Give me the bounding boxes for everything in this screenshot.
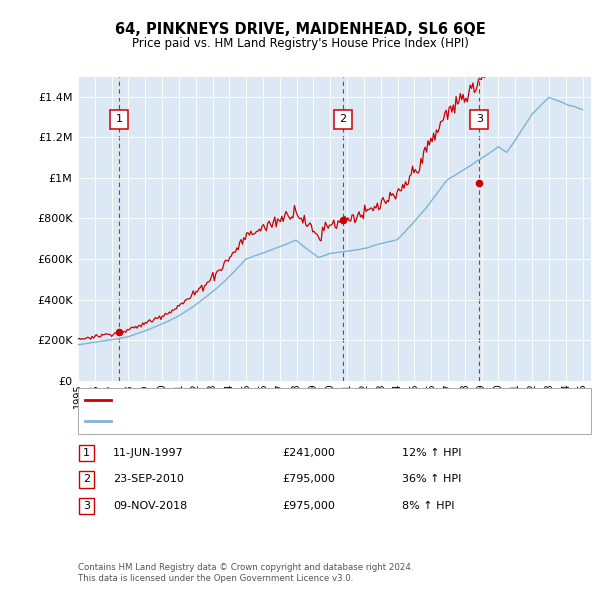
Text: 12% ↑ HPI: 12% ↑ HPI (402, 448, 461, 458)
Text: 09-NOV-2018: 09-NOV-2018 (113, 501, 187, 511)
Text: HPI: Average price, detached house, Windsor and Maidenhead: HPI: Average price, detached house, Wind… (115, 417, 457, 427)
Text: 64, PINKNEYS DRIVE, MAIDENHEAD, SL6 6QE: 64, PINKNEYS DRIVE, MAIDENHEAD, SL6 6QE (115, 22, 485, 37)
Text: 2: 2 (339, 114, 346, 124)
Text: £241,000: £241,000 (282, 448, 335, 458)
Text: 36% ↑ HPI: 36% ↑ HPI (402, 474, 461, 484)
Text: 11-JUN-1997: 11-JUN-1997 (113, 448, 184, 458)
Text: 8% ↑ HPI: 8% ↑ HPI (402, 501, 455, 511)
Text: 23-SEP-2010: 23-SEP-2010 (113, 474, 184, 484)
Text: 3: 3 (476, 114, 483, 124)
Text: 1: 1 (116, 114, 122, 124)
Text: Price paid vs. HM Land Registry's House Price Index (HPI): Price paid vs. HM Land Registry's House … (131, 37, 469, 50)
Text: 1: 1 (83, 448, 90, 458)
Text: Contains HM Land Registry data © Crown copyright and database right 2024.: Contains HM Land Registry data © Crown c… (78, 563, 413, 572)
Text: This data is licensed under the Open Government Licence v3.0.: This data is licensed under the Open Gov… (78, 574, 353, 583)
Text: 3: 3 (83, 501, 90, 511)
Text: 2: 2 (83, 474, 90, 484)
Text: 64, PINKNEYS DRIVE, MAIDENHEAD, SL6 6QE (detached house): 64, PINKNEYS DRIVE, MAIDENHEAD, SL6 6QE … (115, 395, 461, 405)
Text: £795,000: £795,000 (282, 474, 335, 484)
Text: £975,000: £975,000 (282, 501, 335, 511)
